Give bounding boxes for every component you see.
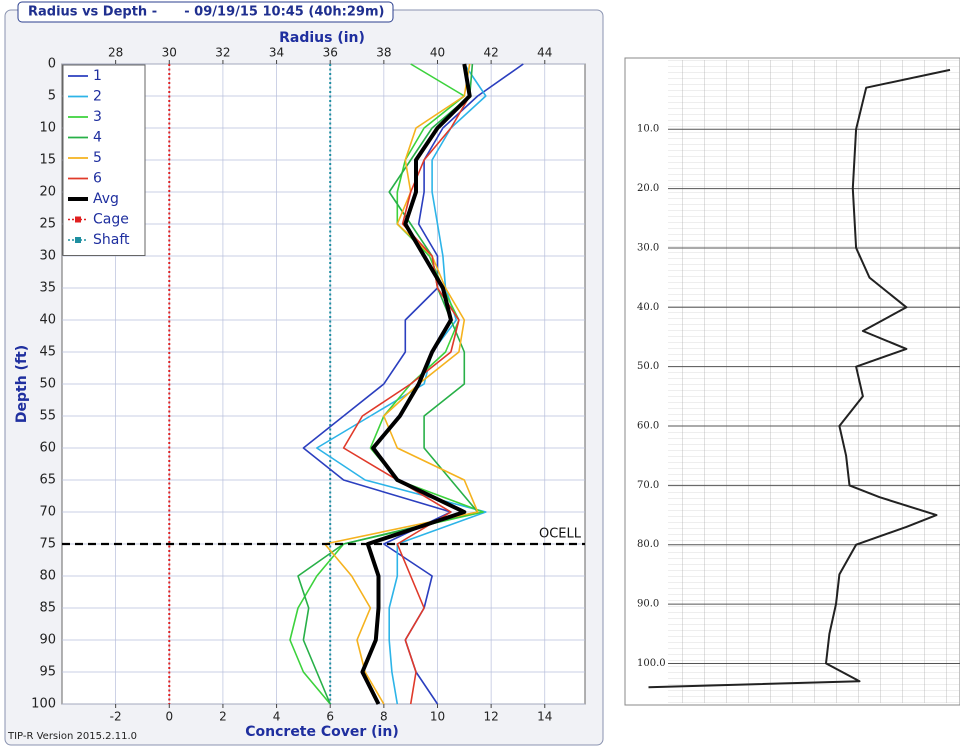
x2-tick-label: 6 [326,710,334,724]
y-tick-label: 25 [39,217,56,232]
y-tick-label: 80.0 [637,539,659,550]
y-tick-label: 95 [39,665,56,680]
legend-label: 1 [93,68,102,84]
legend-label: Shaft [93,232,130,248]
x2-axis-title: Concrete Cover (in) [245,724,398,740]
y-tick-label: 80 [39,569,56,584]
y-tick-label: 45 [39,345,56,360]
x2-tick-label: 2 [219,710,227,724]
y-axis-title: Depth (ft) [14,345,30,423]
y-tick-label: 0 [48,57,56,72]
x-tick-label: 42 [483,46,498,60]
y-tick-label: 35 [39,281,56,296]
legend-label: Avg [93,191,119,207]
version-label: TIP-R Version 2015.2.11.0 [7,731,137,742]
legend-label: 5 [93,150,102,166]
x2-tick-label: 8 [380,710,388,724]
y-tick-label: 30 [39,249,56,264]
screen: Radius vs Depth - - 09/19/15 10:45 (40h:… [0,0,960,750]
y-tick-label: 40.0 [637,302,659,313]
y-tick-label: 100 [31,697,56,712]
page: {"chart_data": [ {"type": "line", "title… [0,0,960,750]
x2-tick-label: -2 [110,710,122,724]
x2-tick-label: 12 [483,710,498,724]
y-tick-label: 90.0 [637,599,659,610]
y-tick-label: 15 [39,153,56,168]
x-tick-label: 40 [430,46,445,60]
y-tick-label: 20.0 [637,183,659,194]
legend-label: Cage [93,212,129,228]
y-tick-label: 85 [39,601,56,616]
x2-tick-label: 14 [537,710,552,724]
y-tick-label: 50.0 [637,361,659,372]
y-tick-label: 65 [39,473,56,488]
chart-title: Radius vs Depth - - 09/19/15 10:45 (40h:… [28,5,384,20]
x-tick-label: 30 [162,46,177,60]
legend-label: 2 [93,89,102,105]
y-tick-label: 90 [39,633,56,648]
x2-tick-label: 4 [273,710,281,724]
legend-label: 6 [93,171,102,187]
legend-marker [75,237,81,243]
x2-tick-label: 0 [165,710,173,724]
y-tick-label: 10 [39,121,56,136]
y-tick-label: 70 [39,505,56,520]
x2-tick-label: 10 [430,710,445,724]
y-tick-label: 50 [39,377,56,392]
legend-marker [75,217,81,223]
x-tick-label: 28 [108,46,123,60]
y-tick-label: 100.0 [637,658,666,669]
x-tick-label: 38 [376,46,391,60]
x-tick-label: 44 [537,46,552,60]
x-axis-title: Radius (in) [279,30,365,46]
y-tick-label: 75 [39,537,56,552]
y-tick-label: 20 [39,185,56,200]
y-tick-label: 70.0 [637,480,659,491]
log-grid-background [668,60,960,703]
legend-label: 4 [93,130,102,146]
x-tick-label: 36 [323,46,338,60]
y-tick-label: 60 [39,441,56,456]
y-tick-label: 5 [48,89,56,104]
y-tick-label: 55 [39,409,56,424]
ocell-label: OCELL [539,527,582,542]
x-tick-label: 34 [269,46,284,60]
y-tick-label: 60.0 [637,421,659,432]
y-tick-label: 30.0 [637,242,659,253]
y-tick-label: 10.0 [637,124,659,135]
y-tick-label: 40 [39,313,56,328]
x-tick-label: 32 [215,46,230,60]
legend-label: 3 [93,109,102,125]
